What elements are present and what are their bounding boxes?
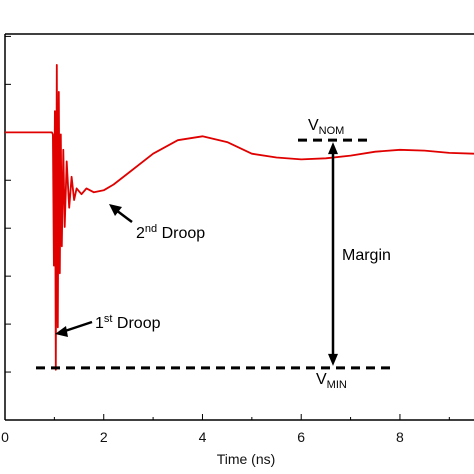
plot-frame — [4, 33, 474, 421]
series-group — [5, 64, 474, 371]
annotations-group: Margin VNOM VMIN 1st Droop 2nd Droop — [36, 117, 392, 391]
x-tick-label: 2 — [100, 429, 108, 445]
first-droop-label: 1st Droop — [95, 313, 161, 332]
x-tick-label: 6 — [297, 429, 305, 445]
x-axis-ticks: 0 2 4 6 8 — [1, 414, 450, 445]
vnom-label: VNOM — [308, 117, 344, 137]
margin-label: Margin — [342, 247, 391, 264]
waveform-line — [5, 64, 474, 371]
x-tick-label: 4 — [199, 429, 207, 445]
margin-arrow-head-up — [328, 142, 338, 155]
first-droop-arrow-head — [55, 326, 68, 337]
second-droop-arrow-shaft — [115, 209, 133, 223]
second-droop-arrow-head — [109, 204, 122, 216]
y-axis-ticks — [5, 35, 11, 373]
margin-arrow-head-down — [328, 353, 338, 366]
x-axis-label: Time (ns) — [217, 451, 276, 467]
second-droop-label: 2nd Droop — [136, 223, 205, 242]
x-tick-label: 8 — [396, 429, 404, 445]
x-tick-label: 0 — [1, 429, 9, 445]
first-droop-arrow-shaft — [61, 320, 93, 334]
vmin-label: VMIN — [316, 371, 347, 391]
